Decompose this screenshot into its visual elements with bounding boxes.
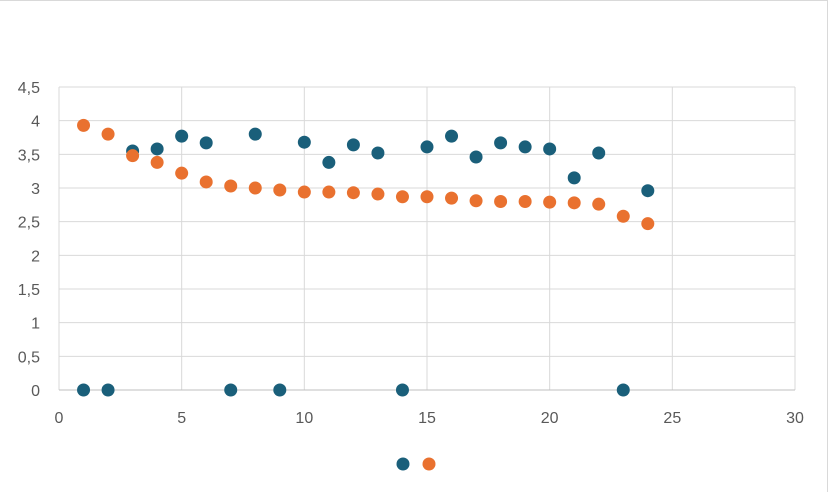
y-tick-label: 0,5 <box>18 349 40 366</box>
series-2-point <box>175 166 189 180</box>
series-1-point <box>346 138 360 152</box>
series-1-point <box>543 142 557 156</box>
series-2-point <box>371 187 385 201</box>
series-2-point <box>224 179 238 193</box>
y-tick-label: 3,5 <box>18 147 40 164</box>
y-tick-label: 2,5 <box>18 215 40 232</box>
legend-marker-series-1 <box>396 457 410 471</box>
series-1-point <box>518 140 532 154</box>
y-tick-label: 1 <box>31 316 40 333</box>
series-1-point <box>101 383 115 397</box>
x-tick-label: 5 <box>177 410 186 427</box>
series-1-point <box>322 155 336 169</box>
series-2-point <box>494 194 508 208</box>
series-1-point <box>77 383 91 397</box>
series-2-point <box>150 155 164 169</box>
y-tick-label: 4,5 <box>18 80 40 97</box>
series-1-point <box>199 136 213 150</box>
series-2-point <box>297 185 311 199</box>
series-1-point <box>371 146 385 160</box>
series-2-point <box>101 127 115 141</box>
series-2-point <box>641 217 655 231</box>
y-tick-label: 0 <box>31 383 40 400</box>
series-2-point <box>543 195 557 209</box>
series-1-point <box>175 129 189 143</box>
series-2-point <box>420 190 434 204</box>
series-2-point <box>567 196 581 210</box>
series-1-point <box>395 383 409 397</box>
gridlines <box>59 86 796 390</box>
x-tick-label: 10 <box>295 410 313 427</box>
legend-marker-series-2 <box>422 457 436 471</box>
legend <box>396 457 436 471</box>
y-tick-label: 2 <box>31 248 40 265</box>
series-1-point <box>248 127 262 141</box>
series-1-point <box>420 140 434 154</box>
series-2-point <box>273 183 287 197</box>
series-2-point <box>322 185 336 199</box>
axes <box>58 87 795 391</box>
x-tick-label: 15 <box>418 410 436 427</box>
series-1-point <box>641 184 655 198</box>
series-2-point <box>469 194 483 208</box>
series-1-point <box>273 383 287 397</box>
series-2-point <box>395 190 409 204</box>
x-tick-label: 20 <box>541 410 559 427</box>
series-1-point <box>445 129 459 143</box>
series-2-point <box>126 149 140 163</box>
series-1-point <box>567 171 581 185</box>
series-2-point <box>77 118 91 132</box>
series-1-point <box>297 135 311 149</box>
y-tick-label: 1,5 <box>18 282 40 299</box>
series-1-point <box>469 150 483 164</box>
x-tick-label: 0 <box>55 410 64 427</box>
y-tick-label: 4 <box>31 114 40 131</box>
series-2-point <box>592 197 606 211</box>
series-2-point <box>445 191 459 205</box>
series-2-point <box>199 175 213 189</box>
series-2-point <box>616 209 630 223</box>
data-points <box>77 118 655 397</box>
series-1-point <box>494 136 508 150</box>
series-1-point <box>224 383 238 397</box>
series-1-point <box>592 146 606 160</box>
series-2-point <box>248 181 262 195</box>
series-1-point <box>150 142 164 156</box>
x-tick-label: 25 <box>663 410 681 427</box>
series-2-point <box>518 194 532 208</box>
x-tick-label: 30 <box>786 410 804 427</box>
series-2-point <box>346 186 360 200</box>
series-1-point <box>616 383 630 397</box>
y-tick-label: 3 <box>31 181 40 198</box>
tick-labels: 0 0,5 1 1,5 2 2,5 3 3,5 4 4,5 0 5 10 15 20 25 30 <box>18 80 804 427</box>
